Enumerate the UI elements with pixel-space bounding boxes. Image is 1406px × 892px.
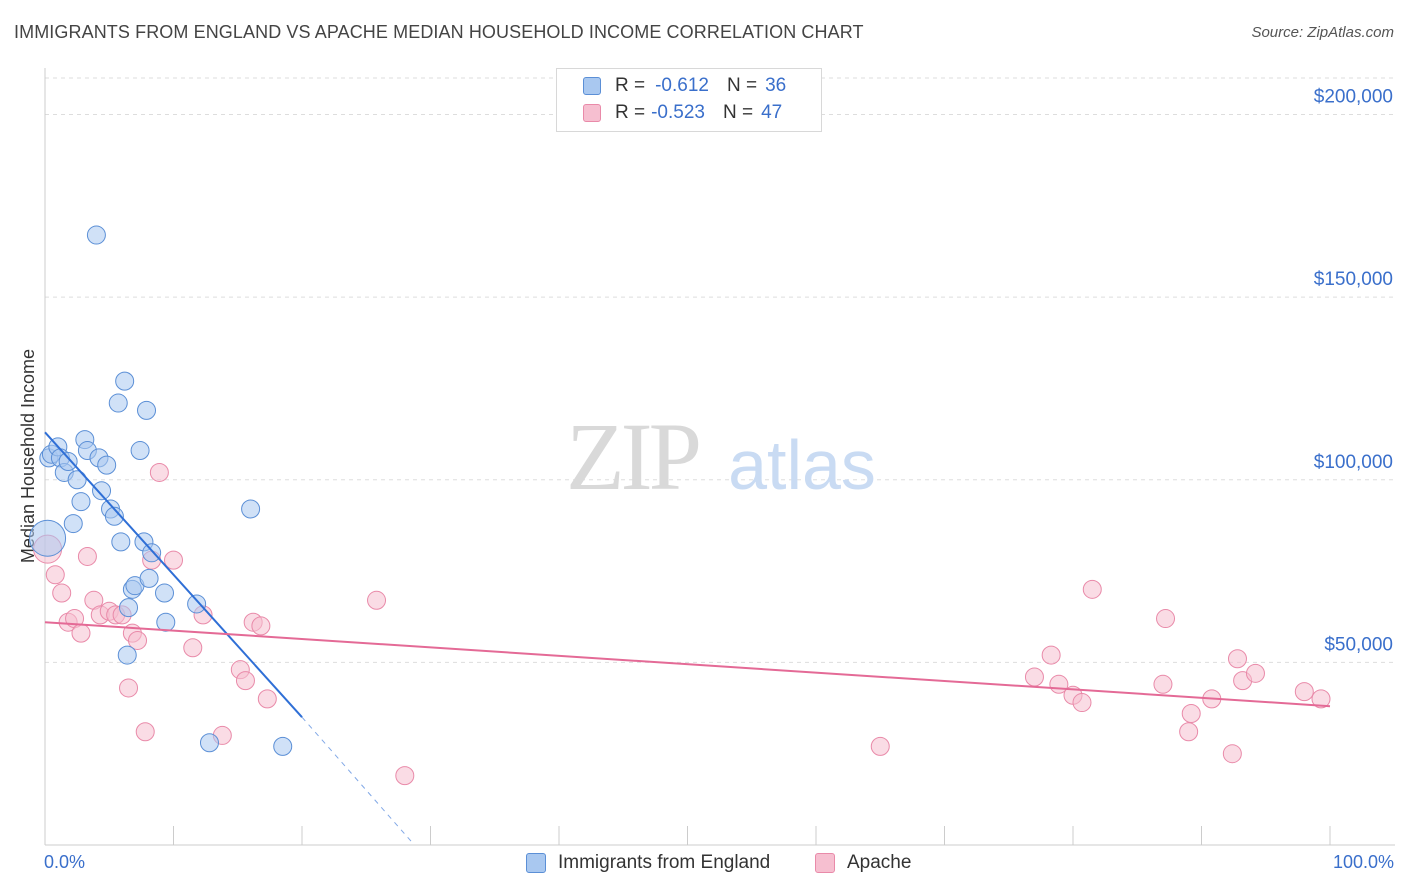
apache-point bbox=[1179, 722, 1199, 742]
england-trend-line bbox=[44, 431, 303, 718]
source-credit: Source: ZipAtlas.com bbox=[1251, 24, 1394, 41]
england-point bbox=[104, 506, 124, 526]
apache-point bbox=[1082, 579, 1102, 599]
england-point bbox=[71, 492, 91, 512]
legend-r-label: R = bbox=[615, 102, 646, 123]
apache-point bbox=[45, 565, 65, 585]
apache-point bbox=[395, 766, 415, 786]
apache-point bbox=[183, 638, 203, 658]
legend-label-england: Immigrants from England bbox=[558, 852, 771, 873]
apache-point bbox=[1311, 689, 1331, 709]
x-axis-max-label: 100.0% bbox=[1332, 852, 1394, 872]
y-axis-title-group: Median Household Income bbox=[18, 349, 38, 563]
apache-point bbox=[1041, 645, 1061, 665]
england-point bbox=[156, 612, 176, 632]
apache-point bbox=[367, 590, 387, 610]
legend-row-apache: R = -0.523 N = 47 bbox=[557, 100, 782, 126]
legend-r-label: R = bbox=[615, 75, 646, 96]
y-tick-label: $200,000 bbox=[1314, 87, 1393, 108]
england-trend-extension bbox=[301, 716, 412, 842]
legend-n-value: 36 bbox=[765, 75, 787, 96]
correlation-legend: R = -0.612 N = 36 R = -0.523 N = 47 bbox=[556, 68, 822, 132]
apache-point bbox=[71, 623, 91, 643]
england-point bbox=[58, 452, 78, 471]
england-point bbox=[187, 594, 207, 614]
apache-trend-line bbox=[44, 621, 1331, 708]
apache-point bbox=[149, 462, 169, 482]
england-point bbox=[67, 470, 87, 490]
x-axis-min-label: 0.0% bbox=[44, 852, 86, 872]
legend-item-england[interactable]: Immigrants from England bbox=[526, 852, 770, 874]
england-point bbox=[139, 568, 159, 588]
series-legend: Immigrants from England Apache bbox=[0, 852, 1406, 878]
legend-swatch-england bbox=[526, 853, 546, 873]
y-tick-label: $50,000 bbox=[1324, 634, 1393, 655]
england-point bbox=[142, 543, 162, 563]
england-point bbox=[130, 441, 150, 461]
apache-point bbox=[235, 671, 255, 691]
england-point bbox=[92, 481, 112, 501]
apache-point bbox=[257, 689, 277, 709]
legend-r-value: -0.523 bbox=[651, 102, 705, 123]
england-point bbox=[241, 499, 261, 519]
y-tick-label: $100,000 bbox=[1314, 452, 1393, 473]
apache-point bbox=[1222, 744, 1242, 764]
legend-swatch-apache bbox=[815, 853, 835, 873]
y-axis-title: Median Household Income bbox=[18, 349, 38, 563]
england-point bbox=[111, 532, 131, 552]
england-point bbox=[63, 514, 83, 534]
trend-lines bbox=[44, 431, 1331, 842]
legend-swatch-apache bbox=[583, 104, 601, 122]
apache-point bbox=[1153, 674, 1173, 694]
legend-row-england: R = -0.612 N = 36 bbox=[557, 73, 786, 99]
apache-point bbox=[77, 546, 97, 566]
legend-n-label: N = bbox=[726, 75, 758, 96]
apache-point bbox=[1024, 667, 1044, 687]
legend-label-apache: Apache bbox=[847, 852, 912, 873]
apache-point bbox=[1294, 682, 1314, 702]
england-point bbox=[199, 733, 219, 753]
england-point bbox=[273, 736, 293, 756]
apache-point bbox=[870, 736, 890, 756]
england-point bbox=[117, 645, 137, 665]
england-point bbox=[108, 393, 128, 413]
apache-point bbox=[52, 583, 72, 603]
apache-point bbox=[135, 722, 155, 742]
england-point bbox=[119, 598, 139, 618]
england-point bbox=[137, 400, 157, 420]
watermark-zip: ZIP bbox=[566, 403, 699, 510]
apache-point bbox=[119, 678, 139, 698]
watermark-atlas: atlas bbox=[728, 426, 876, 504]
legend-n-label: N = bbox=[722, 102, 754, 123]
chart-title: IMMIGRANTS FROM ENGLAND VS APACHE MEDIAN… bbox=[14, 22, 864, 42]
legend-item-apache[interactable]: Apache bbox=[815, 852, 911, 874]
apache-point bbox=[1227, 649, 1247, 669]
england-point bbox=[155, 583, 175, 603]
england-point bbox=[86, 225, 106, 245]
gridlines bbox=[45, 77, 1395, 663]
apache-point bbox=[1156, 609, 1176, 629]
apache-point bbox=[128, 630, 148, 650]
england-point bbox=[29, 519, 67, 557]
apache-point bbox=[164, 550, 183, 570]
legend-n-value: 47 bbox=[761, 102, 783, 123]
legend-swatch-england bbox=[583, 77, 601, 95]
england-points bbox=[29, 225, 293, 756]
y-tick-label: $150,000 bbox=[1314, 269, 1393, 290]
apache-point bbox=[1245, 663, 1265, 683]
apache-points bbox=[33, 462, 1331, 786]
apache-point bbox=[251, 616, 271, 636]
apache-point bbox=[1072, 693, 1092, 713]
england-point bbox=[97, 455, 117, 475]
legend-r-value: -0.612 bbox=[655, 75, 709, 96]
watermark: ZIP atlas bbox=[566, 403, 876, 510]
apache-point bbox=[1181, 704, 1201, 724]
england-point bbox=[115, 371, 135, 391]
